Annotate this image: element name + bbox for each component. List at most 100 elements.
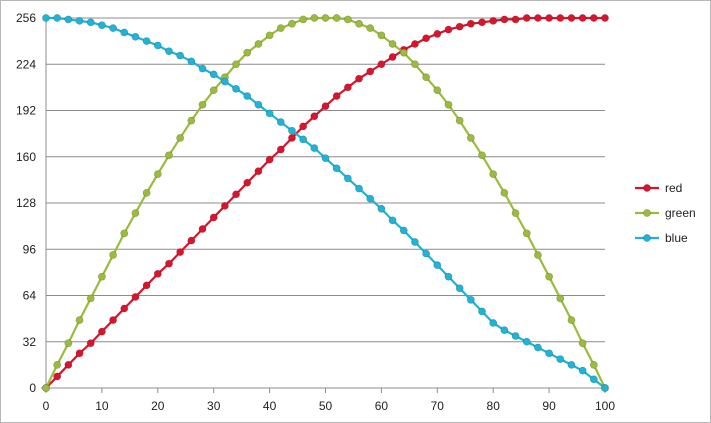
data-point-green	[142, 188, 151, 197]
data-point-blue	[209, 70, 218, 79]
data-point-green	[176, 134, 185, 142]
data-point-green	[411, 60, 419, 69]
data-point-green	[500, 188, 509, 197]
data-point-red	[500, 15, 509, 24]
data-point-red	[332, 92, 341, 100]
data-point-red	[601, 14, 609, 22]
data-point-green	[109, 251, 117, 259]
data-point-green	[276, 24, 285, 33]
data-point-green	[534, 251, 542, 259]
series-blue	[42, 14, 609, 392]
data-point-red	[556, 14, 565, 22]
data-point-green	[75, 316, 84, 324]
data-point-blue	[142, 37, 151, 46]
data-point-blue	[534, 343, 542, 352]
data-point-red	[489, 16, 498, 25]
data-point-red	[545, 14, 553, 22]
data-point-blue	[500, 326, 509, 335]
x-tick-label: 60	[375, 399, 389, 413]
data-point-blue	[321, 154, 330, 163]
legend-item-green: green	[635, 206, 696, 220]
data-point-green	[355, 19, 363, 28]
legend-swatch-marker	[643, 209, 651, 217]
data-point-green	[86, 294, 95, 303]
legend-label: green	[665, 206, 696, 220]
data-point-green	[545, 272, 553, 281]
data-point-red	[578, 14, 587, 22]
data-point-blue	[86, 18, 95, 27]
data-point-red	[198, 225, 207, 233]
legend-swatch-marker	[643, 184, 651, 192]
data-point-red	[321, 102, 330, 111]
data-point-red	[98, 327, 106, 336]
data-point-blue	[556, 355, 565, 363]
y-tick-label: 96	[23, 242, 37, 256]
data-point-blue	[265, 109, 274, 118]
legend-swatch-marker	[643, 234, 651, 242]
data-point-blue	[232, 84, 240, 93]
data-point-green	[489, 170, 498, 178]
data-point-blue	[422, 249, 431, 258]
data-point-green	[165, 151, 173, 160]
y-tick-label: 128	[16, 196, 36, 210]
legend-label: blue	[665, 231, 688, 245]
data-point-blue	[411, 238, 419, 246]
x-tick-label: 0	[43, 399, 50, 413]
data-point-blue	[153, 41, 162, 50]
data-point-red	[276, 145, 285, 154]
data-point-green	[98, 272, 106, 281]
x-tick-label: 90	[542, 399, 556, 413]
data-point-green	[209, 86, 218, 95]
data-point-blue	[366, 194, 375, 203]
data-point-green	[232, 60, 240, 69]
data-point-red	[209, 213, 218, 222]
data-point-red	[165, 259, 173, 268]
data-point-green	[254, 40, 263, 48]
x-tick-label: 100	[595, 399, 615, 413]
data-point-blue	[276, 118, 285, 126]
data-point-blue	[187, 57, 196, 66]
data-point-blue	[310, 144, 319, 152]
data-point-blue	[198, 64, 207, 73]
data-point-blue	[522, 337, 531, 346]
data-point-green	[444, 100, 453, 109]
data-point-red	[75, 349, 84, 358]
x-tick-label: 70	[431, 399, 445, 413]
data-point-red	[86, 339, 95, 348]
data-point-red	[377, 60, 386, 69]
x-tick-label: 10	[95, 399, 109, 413]
data-point-green	[187, 116, 196, 125]
data-point-green	[578, 339, 587, 348]
data-point-blue	[42, 14, 50, 22]
data-point-green	[310, 14, 319, 22]
y-tick-label: 224	[16, 57, 36, 71]
data-point-blue	[444, 272, 453, 281]
data-point-red	[567, 14, 576, 22]
data-point-green	[321, 14, 330, 22]
data-point-green	[567, 316, 576, 324]
data-point-blue	[545, 349, 553, 358]
data-point-red	[366, 67, 375, 76]
x-tick-label: 80	[487, 399, 501, 413]
data-point-red	[265, 155, 274, 164]
data-point-blue	[254, 100, 263, 109]
data-point-red	[411, 40, 419, 48]
data-point-green	[422, 73, 431, 82]
y-tick-labels: 0 32 64 96 128 160 192 224 256	[16, 11, 36, 395]
data-point-red	[310, 112, 319, 121]
data-point-blue	[165, 47, 173, 56]
data-point-green	[343, 15, 352, 24]
data-point-red	[478, 18, 486, 27]
data-point-red	[299, 122, 308, 131]
data-point-red	[142, 281, 151, 290]
data-point-blue	[176, 51, 185, 60]
y-tick-label: 64	[23, 289, 37, 303]
axes	[41, 18, 606, 393]
y-tick-label: 0	[29, 381, 36, 395]
data-point-blue	[332, 164, 341, 173]
data-point-green	[589, 360, 598, 369]
data-point-green	[53, 360, 62, 369]
data-point-blue	[355, 184, 363, 193]
data-point-green	[64, 339, 73, 348]
